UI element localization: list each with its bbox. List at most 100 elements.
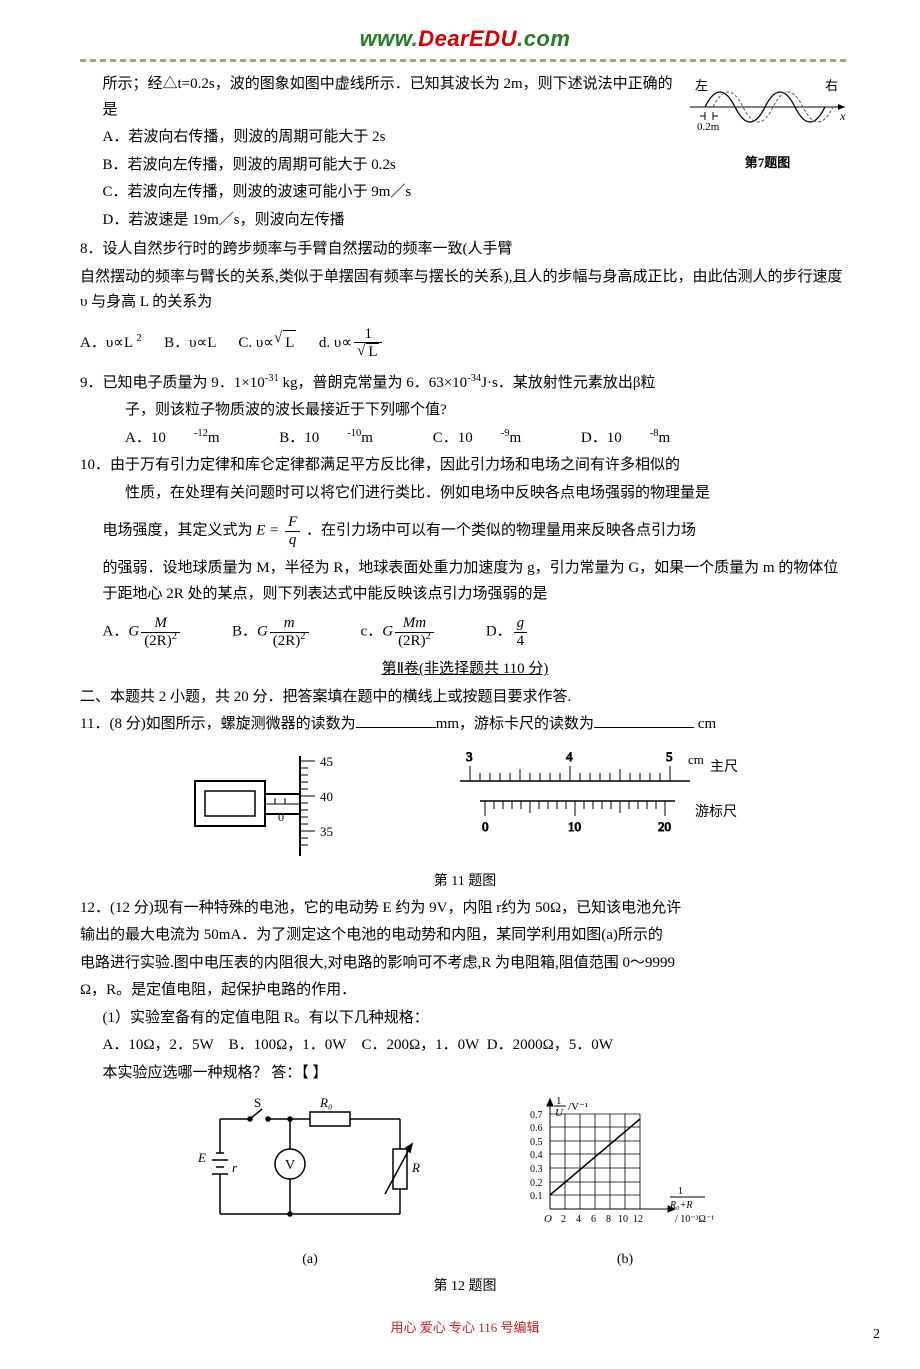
svg-text:/ 10⁻³Ω⁻¹: / 10⁻³Ω⁻¹ bbox=[675, 1214, 714, 1225]
q10-line3: 电场强度，其定义式为 E = Fq ．在引力场中可以有一个类似的物理量用来反映各… bbox=[80, 514, 850, 548]
svg-text:O: O bbox=[544, 1213, 552, 1225]
q12-graph-wrap: 0.7 0.6 0.5 0.4 0.3 0.2 0.1 O 2 4 6 8 10… bbox=[510, 1094, 740, 1271]
q12-ask: 本实验应选哪一种规格？ 答：【 】 bbox=[80, 1061, 850, 1087]
svg-text:0.3: 0.3 bbox=[530, 1164, 543, 1175]
q12-line2: 输出的最大电流为 50mA．为了测定这个电池的电动势和内阻，某同学利用如图(a)… bbox=[80, 923, 850, 949]
q11-figures: 0 45 40 35 3 4 5 cm 主尺 bbox=[80, 746, 850, 866]
svg-text:8: 8 bbox=[606, 1214, 611, 1225]
q12-line1: 12．(12 分)现有一种特殊的电池，它的电动势 E 约为 9V，内阻 r约为 … bbox=[80, 896, 850, 922]
q10-optC: c．GMm(2R)2 bbox=[361, 615, 436, 649]
q12-optD: D．2000Ω，5．0W bbox=[487, 1037, 613, 1053]
svg-text:12: 12 bbox=[633, 1214, 643, 1225]
page-number: 2 bbox=[873, 1323, 880, 1347]
blank-2 bbox=[594, 713, 694, 728]
svg-text:10: 10 bbox=[568, 819, 581, 834]
svg-text:45: 45 bbox=[320, 754, 333, 769]
svg-text:20: 20 bbox=[658, 819, 671, 834]
q12-line3: 电路进行实验.图中电压表的内阻很大,对电路的影响可不考虑,R 为电阻箱,阻值范围… bbox=[80, 951, 850, 977]
q10: 10．由于万有引力定律和库仑定律都满足平方反比律，因此引力场和电场之间有许多相似… bbox=[80, 453, 850, 649]
q8-optB: B．υ∝L bbox=[164, 335, 216, 351]
svg-text:0: 0 bbox=[278, 810, 284, 824]
q8-optA: A．υ∝L 2 bbox=[80, 335, 142, 351]
svg-text:右: 右 bbox=[825, 78, 838, 93]
svg-text:r: r bbox=[232, 1160, 238, 1175]
wave-diagram-icon: 左 右 x 0.2m bbox=[685, 72, 850, 142]
q9-stem2: 子，则该粒子物质波的波长最接近于下列哪个值? bbox=[80, 398, 850, 424]
svg-text:cm: cm bbox=[688, 752, 704, 767]
q9-optA: A．10-12m bbox=[125, 426, 248, 452]
q12-sub1: (1）实验室备有的定值电阻 R。有以下几种规格： bbox=[80, 1006, 850, 1032]
svg-text:5: 5 bbox=[666, 749, 673, 764]
q7-figure: 左 右 x 0.2m 第7题图 bbox=[685, 72, 850, 174]
q12-optC: C．200Ω，1．0W bbox=[361, 1037, 479, 1053]
svg-text:4: 4 bbox=[576, 1214, 581, 1225]
q10-line1: 10．由于万有引力定律和库仑定律都满足平方反比律，因此引力场和电场之间有许多相似… bbox=[80, 453, 850, 479]
q10-optB: B．Gm(2R)2 bbox=[232, 615, 311, 649]
q8-optC: C. υ∝√L bbox=[238, 335, 296, 351]
q12-circuit-wrap: S R₀ R E bbox=[190, 1094, 430, 1271]
header-url: www.DearEDU.com bbox=[80, 20, 850, 57]
q9-optD: D．10 -8m bbox=[581, 426, 698, 452]
micrometer-icon: 0 45 40 35 bbox=[190, 746, 370, 866]
svg-text:R₀+R: R₀+R bbox=[669, 1200, 692, 1211]
q11-stem: 11．(8 分)如图所示，螺旋测微器的读数为mm，游标卡尺的读数为 cm bbox=[80, 712, 850, 738]
q10-optA: A．GM(2R)2 bbox=[103, 615, 182, 649]
svg-text:0.2: 0.2 bbox=[530, 1178, 543, 1189]
svg-text:R: R bbox=[411, 1160, 420, 1175]
svg-text:0.6: 0.6 bbox=[530, 1123, 543, 1134]
site-header: www.DearEDU.com bbox=[80, 20, 850, 62]
q12-circuit-caption: (a) bbox=[190, 1248, 430, 1272]
section2-title: 第Ⅱ卷(非选择题共 110 分) bbox=[80, 657, 850, 683]
svg-text:0.5: 0.5 bbox=[530, 1137, 543, 1148]
q12-line4: Ω，R。是定值电阻，起保护电路的作用． bbox=[80, 978, 850, 1004]
url-com: .com bbox=[517, 26, 570, 51]
q12-optA: A．10Ω，2．5W bbox=[103, 1037, 214, 1053]
graph-icon: 0.7 0.6 0.5 0.4 0.3 0.2 0.1 O 2 4 6 8 10… bbox=[510, 1094, 740, 1234]
svg-text:/V⁻¹: /V⁻¹ bbox=[568, 1101, 588, 1113]
svg-text:35: 35 bbox=[320, 824, 333, 839]
svg-text:游标尺: 游标尺 bbox=[695, 804, 737, 820]
svg-text:主尺: 主尺 bbox=[710, 759, 738, 775]
svg-text:U: U bbox=[555, 1107, 564, 1119]
svg-text:3: 3 bbox=[466, 749, 473, 764]
q12: 12．(12 分)现有一种特殊的电池，它的电动势 E 约为 9V，内阻 r约为 … bbox=[80, 896, 850, 1300]
url-www: www. bbox=[360, 26, 419, 51]
svg-text:10: 10 bbox=[618, 1214, 628, 1225]
q10-line4: 的强弱．设地球质量为 M，半径为 R，地球表面处重力加速度为 g，引力常量为 G… bbox=[80, 556, 850, 607]
url-brand: DearEDU bbox=[418, 26, 517, 51]
svg-text:2: 2 bbox=[561, 1214, 566, 1225]
q8-lead1: 8．设人自然步行时的跨步频率与手臂自然摆动的频率一致(人手臂 bbox=[80, 237, 850, 263]
svg-text:4: 4 bbox=[566, 749, 573, 764]
svg-text:1: 1 bbox=[678, 1186, 683, 1197]
q12-caption: 第 12 题图 bbox=[80, 1275, 850, 1299]
q8-options: A．υ∝L 2 B．υ∝L C. υ∝√L d. υ∝1√L bbox=[80, 326, 850, 361]
q7-fig-caption: 第7题图 bbox=[685, 152, 850, 174]
svg-text:0.2m: 0.2m bbox=[697, 121, 720, 133]
q9-optC: C．10-9m bbox=[433, 426, 549, 452]
q11-caption: 第 11 题图 bbox=[80, 870, 850, 894]
svg-text:0.7: 0.7 bbox=[530, 1110, 543, 1121]
svg-text:40: 40 bbox=[320, 789, 333, 804]
svg-text:0.4: 0.4 bbox=[530, 1150, 543, 1161]
svg-text:0.1: 0.1 bbox=[530, 1191, 543, 1202]
caliper-icon: 3 4 5 cm 主尺 0 10 20 游标尺 bbox=[450, 746, 740, 856]
svg-text:V: V bbox=[285, 1158, 295, 1173]
q8-lead2: 自然摆动的频率与臂长的关系,类似于单摆固有频率与摆长的关系),且人的步幅与身高成… bbox=[80, 265, 850, 316]
q12-opts: A．10Ω，2．5W B．100Ω，1．0W C．200Ω，1．0W D．200… bbox=[80, 1033, 850, 1059]
svg-text:R₀: R₀ bbox=[319, 1095, 332, 1110]
section2-lead: 二、本题共 2 小题，共 20 分．把答案填在题中的横线上或按题目要求作答. bbox=[80, 685, 850, 711]
q8: 8．设人自然步行时的跨步频率与手臂自然摆动的频率一致(人手臂 自然摆动的频率与臂… bbox=[80, 237, 850, 361]
svg-text:E: E bbox=[197, 1150, 206, 1165]
q11: 11．(8 分)如图所示，螺旋测微器的读数为mm，游标卡尺的读数为 cm 0 4… bbox=[80, 712, 850, 893]
q8-optD: d. υ∝1√L bbox=[319, 335, 385, 351]
svg-text:1: 1 bbox=[556, 1095, 562, 1107]
circuit-diagram-icon: S R₀ R E bbox=[190, 1094, 430, 1234]
q12-figures: S R₀ R E bbox=[80, 1094, 850, 1271]
q9-stem1: 9．已知电子质量为 9．1×10-31 kg，普朗克常量为 6．63×10-34… bbox=[80, 371, 850, 397]
q12-optB: B．100Ω，1．0W bbox=[229, 1037, 347, 1053]
q9: 9．已知电子质量为 9．1×10-31 kg，普朗克常量为 6．63×10-34… bbox=[80, 371, 850, 452]
q9-options: A．10-12m B．10-10m C．10-9m D．10 -8m bbox=[80, 426, 850, 452]
svg-text:0: 0 bbox=[482, 819, 489, 834]
q7-optD: D．若波速是 19m／s，则波向左传播 bbox=[80, 208, 850, 234]
blank-1 bbox=[356, 713, 436, 728]
